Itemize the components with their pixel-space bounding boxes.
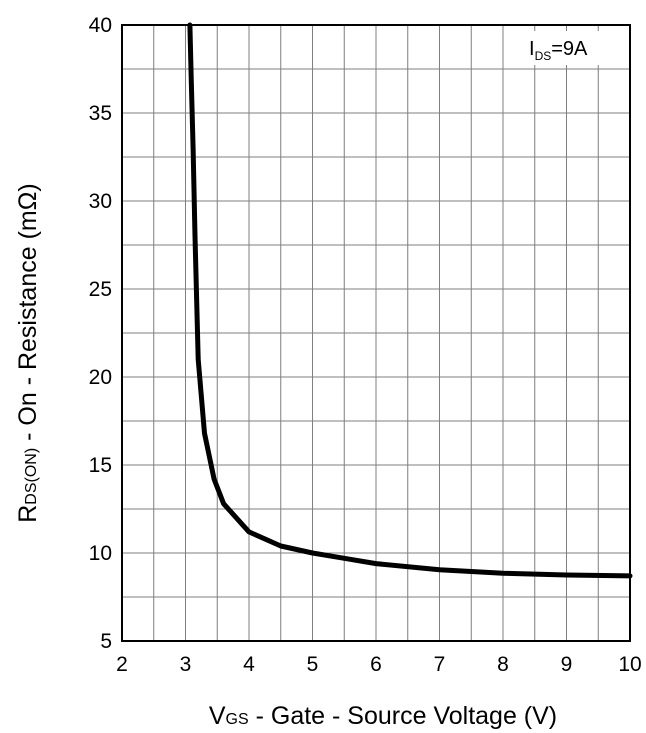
y-tick-label: 20 <box>89 366 112 389</box>
y-tick-label: 15 <box>89 454 112 477</box>
x-tick-label: 7 <box>434 653 446 676</box>
y-tick-label: 40 <box>89 14 112 37</box>
x-axis-symbol: V <box>209 702 226 730</box>
annotation-value: =9A <box>551 38 588 60</box>
y-tick-label: 35 <box>89 102 112 125</box>
annotation-symbol: I <box>529 38 535 60</box>
y-tick-label: 25 <box>89 278 112 301</box>
annotation-subscript: DS <box>535 49 552 63</box>
grid <box>122 25 630 641</box>
x-axis-title: VGS - Gate - Source Voltage (V) <box>209 702 557 730</box>
resistance-curve <box>187 22 633 579</box>
y-axis-title: RDS(ON) - On - Resistance (mΩ) <box>14 183 42 523</box>
x-tick-label: 6 <box>370 653 382 676</box>
x-axis-text: - Gate - Source Voltage (V) <box>249 702 557 730</box>
x-tick-label: 3 <box>180 653 192 676</box>
annotation-background <box>518 31 616 65</box>
tick-labels: 2 3 4 5 6 7 8 9 10 5 10 15 20 25 30 35 40 <box>89 14 642 676</box>
x-tick-label: 8 <box>497 653 509 676</box>
x-tick-label: 5 <box>307 653 319 676</box>
current-annotation: IDS=9A <box>518 31 616 65</box>
y-axis-subscript: DS(ON) <box>23 448 40 505</box>
y-axis-symbol: R <box>14 505 42 523</box>
y-tick-label: 5 <box>100 630 112 653</box>
y-tick-label: 10 <box>89 542 112 565</box>
y-axis-text: - On - Resistance (mΩ) <box>14 183 42 448</box>
plot-frame <box>121 24 631 642</box>
x-tick-label: 2 <box>116 653 128 676</box>
annotation-label: IDS=9A <box>529 38 588 63</box>
x-tick-label: 9 <box>561 653 573 676</box>
curve-layer <box>187 22 633 579</box>
y-tick-label: 30 <box>89 190 112 213</box>
x-axis-subscript: GS <box>226 711 249 728</box>
x-tick-label: 4 <box>243 653 255 676</box>
x-tick-label: 10 <box>618 653 641 676</box>
